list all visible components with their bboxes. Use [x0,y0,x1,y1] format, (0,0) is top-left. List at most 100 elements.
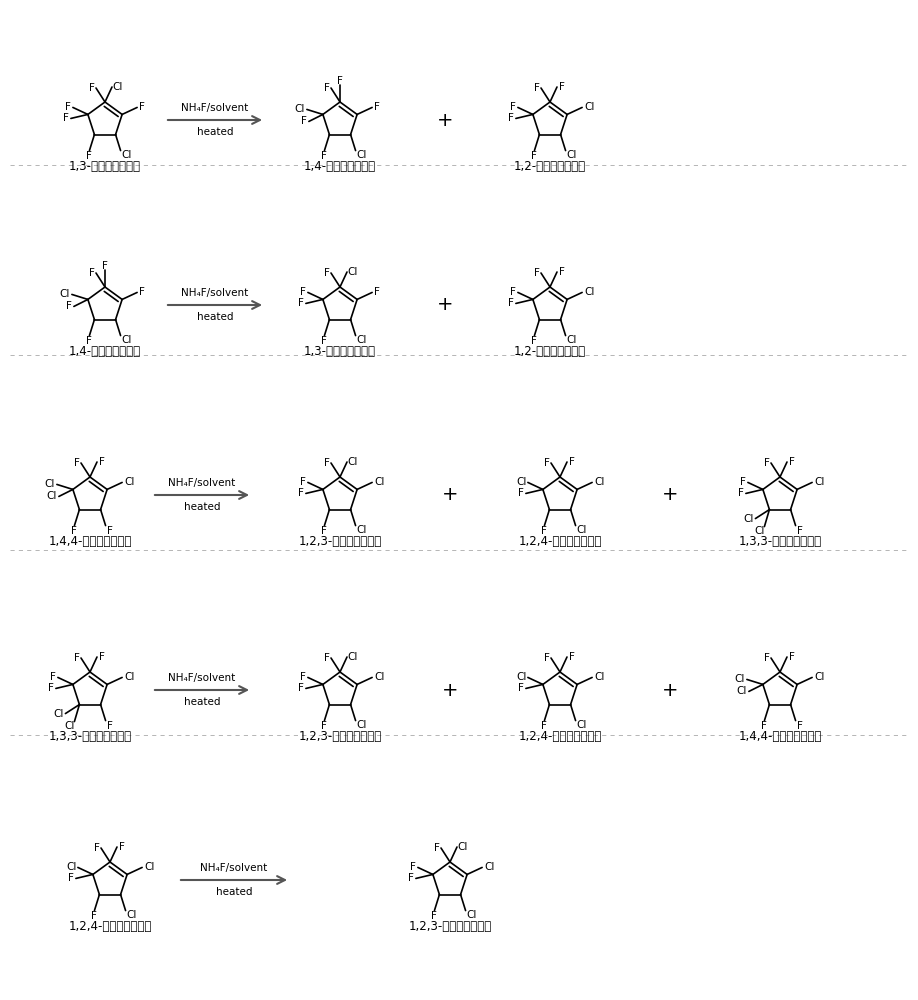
Text: F: F [63,113,69,123]
Text: 1,3-二氯六氟环戊烯: 1,3-二氯六氟环戊烯 [304,345,376,358]
Text: F: F [431,911,437,921]
Text: F: F [74,653,80,663]
Text: Cl: Cl [124,477,134,487]
Text: F: F [544,458,550,468]
Text: 1,4-二氯六氟环戊烯: 1,4-二氯六氟环戊烯 [69,345,141,358]
Text: F: F [65,102,71,112]
Text: F: F [324,458,330,468]
Text: F: F [321,721,328,731]
Text: F: F [789,652,795,662]
Text: F: F [410,862,416,872]
Text: Cl: Cl [356,525,367,535]
Text: F: F [434,843,440,853]
Text: 1,3,3-三氯五氟环戊烯: 1,3,3-三氯五氟环戊烯 [49,730,131,743]
Text: F: F [321,526,328,536]
Text: F: F [301,116,307,126]
Text: Cl: Cl [356,335,367,345]
Text: Cl: Cl [736,686,747,696]
Text: F: F [300,287,306,297]
Text: Cl: Cl [584,102,594,112]
Text: F: F [86,151,93,161]
Text: Cl: Cl [584,287,594,297]
Text: Cl: Cl [594,477,604,487]
Text: Cl: Cl [814,672,824,682]
Text: 1,3-二氯六氟环戊烯: 1,3-二氯六氟环戊烯 [69,160,141,173]
Text: F: F [508,298,514,308]
Text: Cl: Cl [517,672,527,682]
Text: F: F [119,842,125,852]
Text: 1,2,4-三氯五氟环戊烯: 1,2,4-三氯五氟环戊烯 [519,535,601,548]
Text: F: F [68,873,73,883]
Text: F: F [321,151,328,161]
Text: +: + [442,680,458,700]
Text: F: F [559,82,565,92]
Text: 1,2-二氯六氟环戊烯: 1,2-二氯六氟环戊烯 [514,345,586,358]
Text: Cl: Cl [53,709,63,719]
Text: Cl: Cl [64,721,74,731]
Text: F: F [102,261,108,271]
Text: Cl: Cl [594,672,604,682]
Text: Cl: Cl [458,842,468,852]
Text: Cl: Cl [144,862,154,872]
Text: 1,2,3-三氯五氟环戊烯: 1,2,3-三氯五氟环戊烯 [298,730,382,743]
Text: F: F [89,83,95,93]
Text: F: F [324,83,330,93]
Text: F: F [321,336,328,346]
Text: Cl: Cl [113,82,123,92]
Text: F: F [106,526,113,536]
Text: +: + [437,296,453,314]
Text: F: F [86,336,93,346]
Text: heated: heated [196,127,233,137]
Text: 1,4,4-三氯五氟环戊烯: 1,4,4-三氯五氟环戊烯 [738,730,822,743]
Text: F: F [324,268,330,278]
Text: Cl: Cl [45,479,55,489]
Text: Cl: Cl [374,672,385,682]
Text: Cl: Cl [577,720,587,730]
Text: F: F [762,721,767,731]
Text: F: F [48,683,54,693]
Text: Cl: Cl [47,491,57,501]
Text: Cl: Cl [374,477,385,487]
Text: F: F [738,488,744,498]
Text: Cl: Cl [121,335,132,345]
Text: Cl: Cl [734,674,745,684]
Text: F: F [337,76,343,86]
Text: +: + [442,486,458,504]
Text: F: F [298,298,304,308]
Text: F: F [324,653,330,663]
Text: F: F [375,287,380,297]
Text: F: F [106,721,113,731]
Text: F: F [140,102,145,112]
Text: F: F [569,652,575,662]
Text: F: F [375,102,380,112]
Text: F: F [66,301,72,311]
Text: F: F [298,683,304,693]
Text: F: F [74,458,80,468]
Text: F: F [532,151,537,161]
Text: F: F [94,843,100,853]
Text: F: F [789,457,795,467]
Text: Cl: Cl [517,477,527,487]
Text: F: F [544,653,550,663]
Text: heated: heated [216,887,252,897]
Text: F: F [298,488,304,498]
Text: F: F [50,672,56,682]
Text: F: F [92,911,97,921]
Text: NH₄F/solvent: NH₄F/solvent [182,288,249,298]
Text: 1,2-二氯六氟环戊烯: 1,2-二氯六氟环戊烯 [514,160,586,173]
Text: heated: heated [196,312,233,322]
Text: 1,2,4-三氯五氟环戊烯: 1,2,4-三氯五氟环戊烯 [68,920,151,933]
Text: 1,3,3-三氯五氟环戊烯: 1,3,3-三氯五氟环戊烯 [738,535,822,548]
Text: Cl: Cl [295,104,305,114]
Text: Cl: Cl [60,289,70,299]
Text: F: F [532,336,537,346]
Text: F: F [408,873,414,883]
Text: F: F [300,672,306,682]
Text: 1,2,3-三氯五氟环戊烯: 1,2,3-三氯五氟环戊烯 [409,920,492,933]
Text: Cl: Cl [484,862,494,872]
Text: Cl: Cl [348,267,358,277]
Text: +: + [662,680,678,700]
Text: Cl: Cl [356,150,367,160]
Text: F: F [509,287,516,297]
Text: Cl: Cl [124,672,134,682]
